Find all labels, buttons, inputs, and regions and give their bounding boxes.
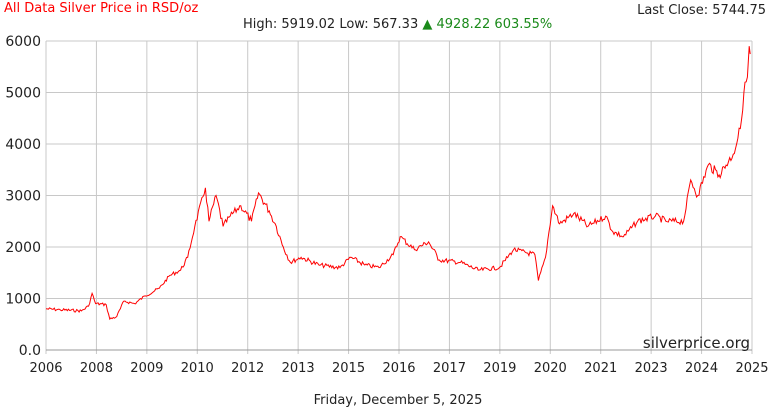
x-tick-label: 2013 <box>282 361 315 376</box>
x-tick-label: 2021 <box>584 361 617 376</box>
last-close-label: Last Close: <box>637 3 709 18</box>
watermark: silverprice.org <box>643 334 750 352</box>
x-tick-label: 2016 <box>382 361 415 376</box>
x-tick-label: 2019 <box>483 361 516 376</box>
y-tick-label: 5000 <box>5 86 41 102</box>
change-percent: 603.55% <box>494 17 553 32</box>
stats-line: High: 5919.02 Low: 567.33 ▲ 4928.22 603.… <box>243 17 552 32</box>
y-tick-label: 1000 <box>5 292 41 308</box>
low-value: 567.33 <box>372 17 419 32</box>
x-tick-label: 2020 <box>534 361 567 376</box>
low-label: Low: <box>339 17 369 32</box>
y-tick-label: 0.0 <box>19 343 41 359</box>
y-tick-label: 2000 <box>5 240 41 256</box>
y-tick-label: 4000 <box>5 137 41 153</box>
up-triangle-icon: ▲ <box>422 17 433 32</box>
high-label: High: <box>243 17 278 32</box>
x-tick-label: 2024 <box>685 361 718 376</box>
x-tick-label: 2023 <box>635 361 668 376</box>
x-tick-label: 2025 <box>735 361 768 376</box>
x-tick-label: 2017 <box>433 361 466 376</box>
x-tick-label: 2009 <box>130 361 163 376</box>
x-tick-label: 2012 <box>231 361 264 376</box>
last-close-value: 5744.75 <box>712 3 766 18</box>
price-line <box>45 46 751 321</box>
x-tick-label: 2008 <box>80 361 113 376</box>
x-tick-label: 2015 <box>332 361 365 376</box>
y-tick-label: 6000 <box>5 34 41 50</box>
y-tick-label: 3000 <box>5 189 41 205</box>
x-tick-label: 2010 <box>181 361 214 376</box>
x-tick-label: 2006 <box>29 361 62 376</box>
last-close: Last Close: 5744.75 <box>637 3 766 18</box>
high-value: 5919.02 <box>281 17 336 32</box>
chart-title: All Data Silver Price in RSD/oz <box>4 1 199 16</box>
chart-date: Friday, December 5, 2025 <box>314 393 483 408</box>
change-value: 4928.22 <box>436 17 491 32</box>
